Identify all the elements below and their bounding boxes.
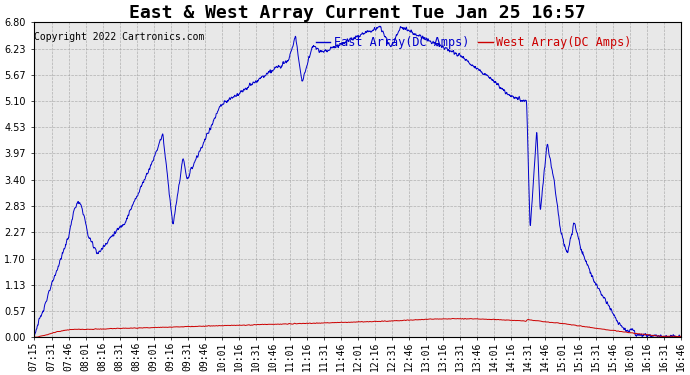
Legend: East Array(DC Amps), West Array(DC Amps): East Array(DC Amps), West Array(DC Amps) <box>311 32 636 54</box>
Text: Copyright 2022 Cartronics.com: Copyright 2022 Cartronics.com <box>34 32 204 42</box>
Title: East & West Array Current Tue Jan 25 16:57: East & West Array Current Tue Jan 25 16:… <box>129 4 586 22</box>
